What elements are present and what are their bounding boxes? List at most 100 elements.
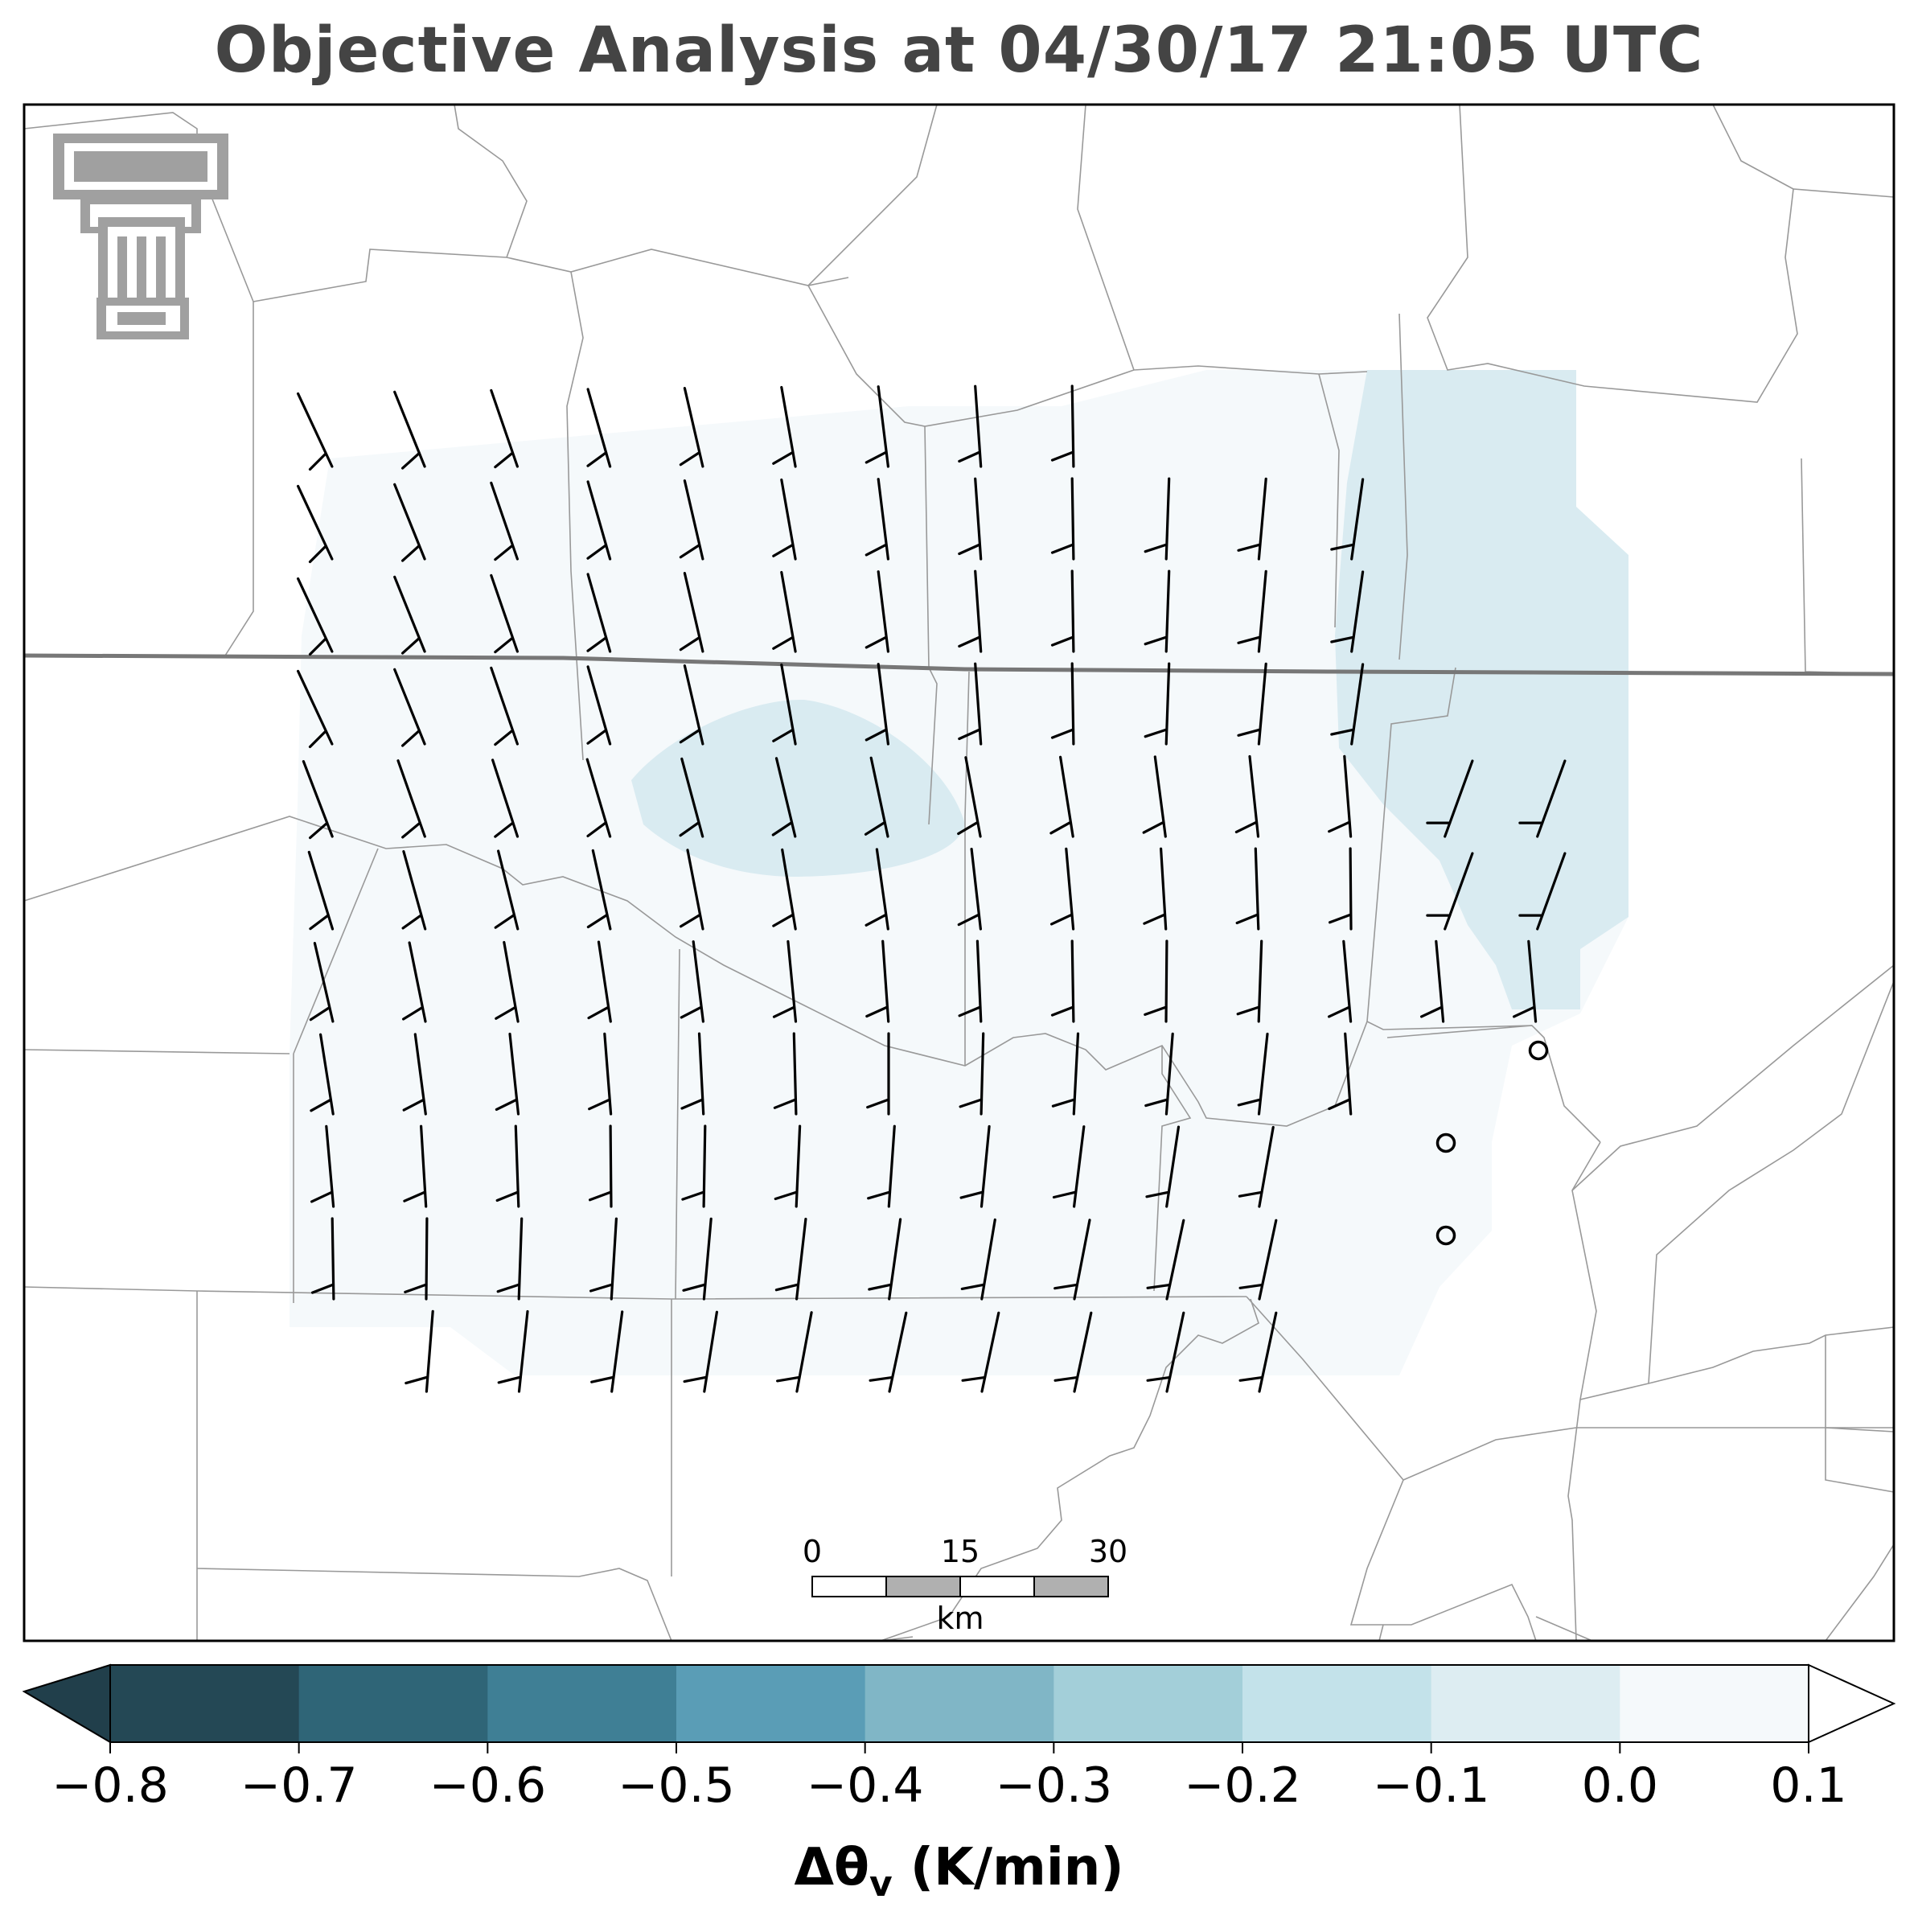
wind-barb [589, 1124, 613, 1208]
wind-barb [1330, 478, 1365, 561]
wind-barb [776, 1311, 813, 1393]
wind-barbs [297, 384, 1567, 1393]
colorbar-segment [1242, 1665, 1432, 1742]
wind-barb [1330, 663, 1365, 746]
colorbar-extend-low [22, 1663, 111, 1744]
wind-barb [586, 480, 612, 561]
colorbar-segment [1431, 1665, 1620, 1742]
wind-barb [310, 1217, 335, 1301]
wind-barb [297, 577, 334, 656]
wind-barb [1235, 847, 1260, 931]
colorbar-tick-label: −0.4 [806, 1757, 924, 1814]
wind-barb [868, 1218, 902, 1301]
colorbar [22, 1663, 1896, 1753]
wind-barb [587, 940, 612, 1023]
wind-barb [772, 478, 797, 561]
wind-barb [679, 479, 704, 561]
wind-barb [585, 758, 612, 838]
wind-barb [680, 940, 704, 1023]
wind-barb [495, 1032, 520, 1116]
wind-barb [402, 1033, 427, 1116]
colorbar-tick-label: −0.6 [429, 1757, 547, 1814]
wind-barb [1142, 755, 1167, 838]
wind-barb [679, 664, 704, 746]
wind-barb [1237, 569, 1267, 653]
scale-label-15: 15 [941, 1534, 980, 1569]
wind-barb [679, 572, 704, 653]
wind-barb [958, 569, 983, 653]
wind-barb [1144, 939, 1168, 1023]
scale-unit-label: km [936, 1601, 984, 1636]
wind-barb [586, 849, 612, 931]
wind-barb [309, 942, 335, 1023]
wind-barb [1238, 1311, 1278, 1393]
colorbar-tick-label: −0.1 [1372, 1757, 1490, 1814]
wind-barb [865, 385, 889, 468]
wind-barb [297, 392, 334, 471]
texas-tech-double-t-logo [53, 134, 228, 339]
wind-barb [960, 1218, 996, 1301]
wind-barb [1146, 1311, 1185, 1393]
wind-barb [393, 575, 426, 655]
wind-barb [865, 663, 889, 746]
wind-barb [588, 1032, 613, 1116]
wind-barb [1051, 1032, 1080, 1116]
wind-barb [1143, 847, 1168, 931]
scale-bar: 0 15 30 km [803, 1534, 1127, 1636]
wind-barb [403, 1124, 428, 1208]
wind-barb [865, 939, 890, 1023]
wind-barb [957, 848, 982, 931]
wind-barb [772, 663, 797, 746]
wind-barb [1050, 662, 1075, 746]
wind-barb [772, 385, 797, 468]
wind-barb [494, 849, 520, 931]
wind-barb [586, 388, 612, 468]
station-marker [1435, 1225, 1456, 1246]
colorbar-tick-label: −0.7 [240, 1757, 358, 1814]
wind-barb [1329, 847, 1353, 931]
wind-barb [590, 1310, 624, 1393]
wind-barb [1518, 759, 1567, 838]
wind-barb [405, 1309, 434, 1393]
map-plot-area: 0 15 30 km [23, 103, 1895, 1642]
colorbar-label: Δθv (K/min) [794, 1838, 1124, 1905]
colorbar-tick-label: −0.3 [995, 1757, 1113, 1814]
wind-barb [1238, 1219, 1278, 1301]
scale-label-30: 30 [1089, 1534, 1127, 1569]
wind-barb [495, 940, 520, 1023]
wind-barb [490, 481, 519, 561]
wind-barb [679, 757, 704, 838]
station-markers [1435, 1040, 1549, 1246]
county-boundaries [23, 104, 1895, 1642]
wind-barb [1237, 477, 1267, 561]
wind-barb [958, 477, 983, 561]
wind-barb [307, 850, 335, 931]
wind-barb [1050, 477, 1075, 561]
wind-barb [297, 484, 334, 564]
wind-barb [1513, 939, 1538, 1023]
wind-barb [1053, 1311, 1093, 1393]
wind-barb [957, 756, 982, 838]
wind-barb [491, 758, 520, 838]
wind-barb [1052, 1125, 1086, 1208]
wind-barb [1328, 939, 1353, 1023]
wind-barb [495, 1124, 520, 1208]
wind-barb [865, 848, 889, 931]
wind-barb [401, 850, 427, 931]
wind-barb [1050, 569, 1075, 653]
colorbar-segment [865, 1665, 1054, 1742]
wind-barb [496, 1217, 524, 1301]
wind-barb [1237, 1032, 1269, 1116]
wind-barb [772, 939, 798, 1023]
wind-barb [772, 570, 797, 653]
colorbar-segment [676, 1665, 866, 1742]
colorbar-tick-label: −0.2 [1184, 1757, 1301, 1814]
wind-barb [958, 384, 983, 468]
wind-barb [497, 1309, 529, 1393]
wind-barb [865, 570, 889, 653]
wind-barb [1144, 1032, 1174, 1116]
station-marker [1528, 1040, 1549, 1061]
colorbar-tick-label: −0.8 [51, 1757, 169, 1814]
wind-barb [393, 390, 426, 470]
